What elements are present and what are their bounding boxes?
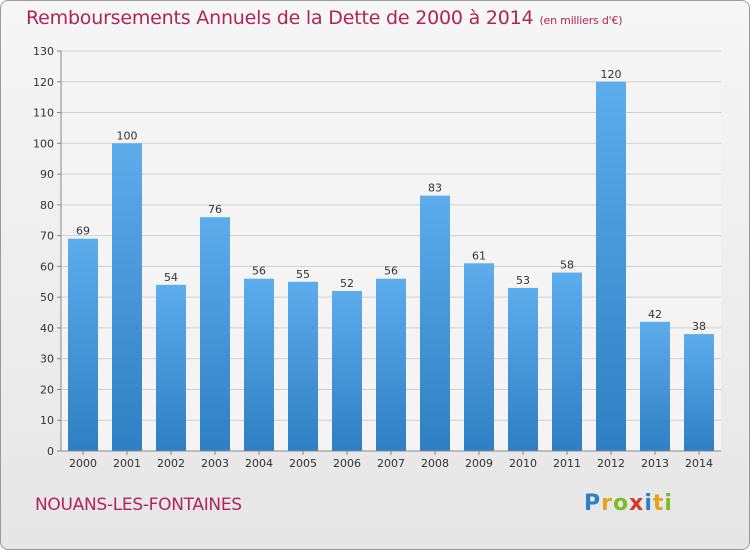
x-tick-label: 2012 (597, 457, 625, 470)
x-tick-label: 2013 (641, 457, 669, 470)
chart-title-text: Remboursements Annuels de la Dette de 20… (26, 7, 534, 29)
y-tick-label: 60 (40, 260, 54, 273)
bar-2002 (156, 284, 186, 451)
bar-value-label: 42 (648, 308, 662, 321)
bar-value-label: 76 (208, 203, 222, 216)
bar-2014 (684, 334, 714, 451)
bar-2010 (508, 287, 538, 451)
y-tick-label: 20 (40, 383, 54, 396)
bar-2004 (244, 278, 274, 451)
y-tick-label: 10 (40, 414, 54, 427)
y-tick-label: 50 (40, 291, 54, 304)
y-tick-label: 80 (40, 199, 54, 212)
x-tick-label: 2002 (157, 457, 185, 470)
y-tick-label: 70 (40, 230, 54, 243)
bar-value-label: 100 (117, 129, 138, 142)
x-tick-label: 2009 (465, 457, 493, 470)
x-tick-label: 2000 (69, 457, 97, 470)
proxiti-logo[interactable]: Proxiti (584, 491, 673, 516)
x-tick-label: 2010 (509, 457, 537, 470)
x-tick-label: 2011 (553, 457, 581, 470)
x-tick-label: 2005 (289, 457, 317, 470)
y-tick-label: 90 (40, 168, 54, 181)
bar-2008 (420, 195, 450, 451)
logo-letter: x (629, 491, 645, 516)
y-tick-label: 0 (47, 445, 54, 458)
bar-value-label: 55 (296, 268, 310, 281)
bar-value-label: 61 (472, 249, 486, 262)
bar-value-label: 53 (516, 274, 530, 287)
bar-2000 (68, 238, 98, 451)
x-tick-label: 2006 (333, 457, 361, 470)
bar-value-label: 83 (428, 182, 442, 195)
y-tick-label: 110 (33, 107, 54, 120)
bar-value-label: 120 (601, 68, 622, 81)
bar-value-label: 54 (164, 271, 178, 284)
y-tick-label: 100 (33, 137, 54, 150)
chart-unit-note: (en milliers d'€) (539, 14, 623, 27)
bar-2012 (596, 81, 626, 452)
bar-value-label: 56 (252, 265, 266, 278)
bar-2006 (332, 291, 362, 451)
logo-letter: i (644, 491, 653, 516)
bar-2005 (288, 281, 318, 451)
bar-value-label: 52 (340, 277, 354, 290)
y-tick-label: 40 (40, 322, 54, 335)
bar-value-label: 56 (384, 265, 398, 278)
logo-letter: i (664, 491, 673, 516)
town-name: NOUANS-LES-FONTAINES (35, 495, 242, 515)
bar-2009 (464, 263, 494, 451)
x-tick-label: 2008 (421, 457, 449, 470)
y-tick-label: 130 (33, 45, 54, 58)
logo-letter: r (601, 491, 613, 516)
bar-2003 (200, 217, 230, 451)
chart-title: Remboursements Annuels de la Dette de 20… (26, 7, 623, 29)
y-tick-label: 30 (40, 353, 54, 366)
x-tick-label: 2014 (685, 457, 713, 470)
bar-2001 (112, 143, 142, 452)
logo-letter: t (652, 491, 665, 516)
logo-letter: o (612, 491, 630, 516)
bar-value-label: 69 (76, 225, 90, 238)
bar-2007 (376, 278, 406, 451)
bar-value-label: 38 (692, 320, 706, 333)
bar-2013 (640, 321, 670, 451)
x-tick-label: 2004 (245, 457, 273, 470)
x-tick-label: 2001 (113, 457, 141, 470)
logo-letter: P (584, 491, 602, 516)
y-tick-label: 120 (33, 76, 54, 89)
x-tick-label: 2003 (201, 457, 229, 470)
x-tick-label: 2007 (377, 457, 405, 470)
bar-value-label: 58 (560, 259, 574, 272)
bar-2011 (552, 272, 582, 451)
